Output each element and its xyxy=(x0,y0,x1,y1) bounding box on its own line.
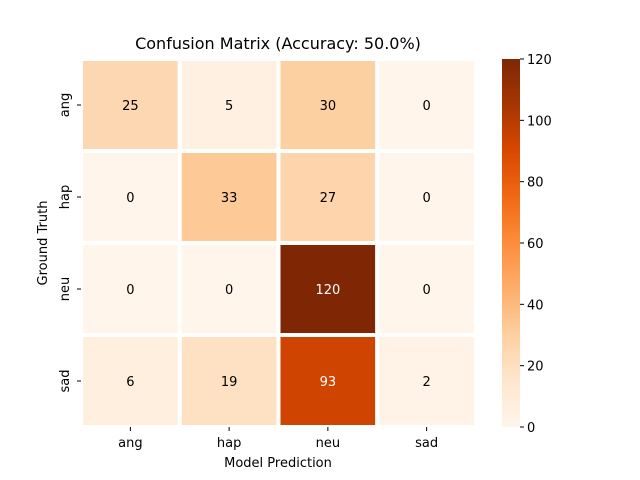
colorbar-tick-label: 60 xyxy=(527,237,544,252)
heatmap-cell-neu-hap xyxy=(177,241,281,337)
heatmap-cells xyxy=(79,57,478,429)
y-axis-ticks: ang hap neu sad xyxy=(58,93,81,393)
colorbar-tick-label: 40 xyxy=(527,298,544,313)
cell-value-label: 33 xyxy=(221,191,238,206)
cell-value-label: 0 xyxy=(422,99,430,114)
cell-value-label: 0 xyxy=(422,191,430,206)
colorbar-gradient xyxy=(502,59,520,427)
colorbar-tick-label: 0 xyxy=(527,421,535,436)
cell-value-label: 0 xyxy=(225,283,233,298)
chart-title: Confusion Matrix (Accuracy: 50.0%) xyxy=(135,34,421,53)
y-tick-label-hap: hap xyxy=(58,185,73,209)
heatmap-cell-hap-sad xyxy=(375,149,478,245)
cell-value-label: 0 xyxy=(126,191,134,206)
cell-value-label: 5 xyxy=(225,99,233,114)
y-tick-label-neu: neu xyxy=(58,277,73,301)
colorbar-tick-label: 100 xyxy=(527,114,552,129)
cell-value-label: 19 xyxy=(221,375,238,390)
cell-value-label: 6 xyxy=(126,375,134,390)
heatmap-cell-sad-sad xyxy=(375,333,478,429)
x-tick-label-neu: neu xyxy=(316,436,340,451)
x-axis-ticks: ang hap neu sad xyxy=(118,427,438,451)
x-tick-label-ang: ang xyxy=(118,436,142,451)
heatmap-cell-neu-sad xyxy=(375,241,478,337)
y-axis-label: Ground Truth xyxy=(36,201,51,286)
cell-value-label: 30 xyxy=(320,99,337,114)
heatmap-cell-hap-hap xyxy=(177,149,281,245)
cell-value-label: 2 xyxy=(422,375,430,390)
colorbar-tick-label: 120 xyxy=(527,53,552,68)
cell-value-label: 25 xyxy=(122,99,139,114)
colorbar-tick-label: 80 xyxy=(527,176,544,191)
cell-value-label: 120 xyxy=(315,283,340,298)
y-tick-label-sad: sad xyxy=(58,370,73,393)
x-tick-label-hap: hap xyxy=(217,436,241,451)
cell-value-label: 27 xyxy=(320,191,337,206)
x-tick-label-sad: sad xyxy=(415,436,438,451)
y-tick-label-ang: ang xyxy=(58,93,73,117)
heatmap-cell-ang-sad xyxy=(375,57,478,153)
heatmap-cell-labels: 25 5 30 0 0 33 27 0 0 0 120 0 6 19 93 2 xyxy=(122,99,431,390)
colorbar: 0 20 40 60 80 100 120 xyxy=(502,53,552,436)
x-axis-label: Model Prediction xyxy=(224,456,332,471)
cell-value-label: 0 xyxy=(126,283,134,298)
heatmap-cell-sad-hap xyxy=(177,333,281,429)
cell-value-label: 93 xyxy=(320,375,337,390)
cell-value-label: 0 xyxy=(422,283,430,298)
colorbar-tick-label: 20 xyxy=(527,360,544,375)
